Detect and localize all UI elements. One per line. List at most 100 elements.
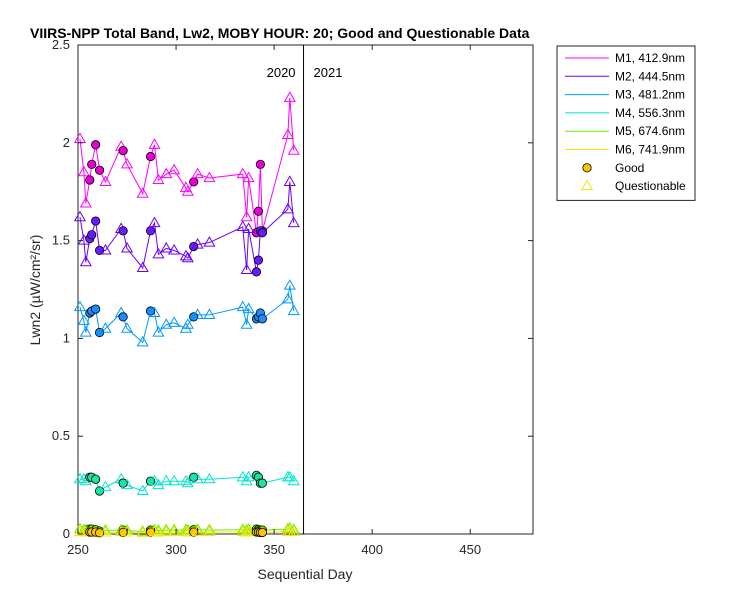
questionable-point xyxy=(120,157,134,169)
questionable-point xyxy=(181,251,194,263)
good-point xyxy=(118,146,128,156)
questionable-point xyxy=(79,326,92,337)
questionable-point xyxy=(179,249,192,261)
questionable-point xyxy=(160,318,173,329)
x-tick-label: 250 xyxy=(67,542,89,557)
legend-label: Good xyxy=(615,161,644,175)
questionable-point xyxy=(181,318,194,329)
good-point xyxy=(118,312,128,322)
questionable-point xyxy=(242,470,255,482)
y-tick-label: 1.5 xyxy=(52,233,70,248)
x-tick-label: 450 xyxy=(459,542,481,557)
questionable-point xyxy=(136,484,149,496)
questionable-point xyxy=(168,316,181,327)
questionable-point xyxy=(136,335,149,347)
questionable-point xyxy=(168,523,181,535)
questionable-point xyxy=(181,476,194,488)
y-tick-label: 2.5 xyxy=(52,37,70,52)
x-tick-label: 400 xyxy=(361,542,383,557)
good-point xyxy=(94,165,105,175)
x-tick-label: 350 xyxy=(263,542,285,557)
questionable-point xyxy=(168,243,181,255)
questionable-point xyxy=(287,144,300,155)
questionable-point xyxy=(168,525,181,537)
good-point xyxy=(253,255,264,265)
questionable-point xyxy=(152,173,165,185)
good-point xyxy=(257,314,267,324)
legend-label: M1, 412.9nm xyxy=(615,51,685,65)
questionable-point xyxy=(287,525,300,537)
good-point xyxy=(94,528,105,538)
questionable-point xyxy=(99,525,112,537)
questionable-point xyxy=(99,480,112,492)
questionable-point xyxy=(283,175,296,186)
questionable-point xyxy=(181,185,194,196)
questionable-point xyxy=(79,255,92,267)
questionable-point xyxy=(168,474,181,486)
questionable-point xyxy=(281,202,294,214)
questionable-point xyxy=(191,238,204,249)
good-point xyxy=(257,228,267,238)
questionable-point xyxy=(120,322,134,333)
good-point xyxy=(255,159,265,169)
questionable-point xyxy=(99,175,112,186)
questionable-point xyxy=(148,474,161,486)
questionable-point xyxy=(191,167,204,179)
good-point xyxy=(145,226,156,236)
questionable-point xyxy=(77,165,90,177)
plot-area xyxy=(77,44,534,535)
questionable-point xyxy=(287,216,300,228)
questionable-point xyxy=(283,91,296,102)
legend-box xyxy=(556,45,696,201)
good-point xyxy=(87,230,97,240)
questionable-point xyxy=(160,241,173,253)
good-point xyxy=(91,216,101,226)
x-axis-label: Sequential Day xyxy=(258,566,353,582)
questionable-point xyxy=(99,523,112,535)
questionable-point xyxy=(179,474,192,486)
chart-title: VIIRS-NPP Total Band, Lw2, MOBY HOUR: 20… xyxy=(30,25,530,41)
questionable-point xyxy=(236,300,249,312)
questionable-point xyxy=(240,210,253,222)
questionable-point xyxy=(120,478,134,490)
questionable-point xyxy=(136,261,149,273)
questionable-point xyxy=(99,322,112,333)
questionable-point xyxy=(203,236,216,247)
questionable-point xyxy=(242,302,255,314)
questionable-point xyxy=(73,300,87,312)
questionable-point xyxy=(281,128,294,140)
questionable-point xyxy=(242,222,255,233)
questionable-point xyxy=(242,171,255,183)
questionable-point xyxy=(77,314,90,325)
questionable-point xyxy=(283,279,296,290)
questionable-point xyxy=(236,220,249,231)
good-point xyxy=(145,151,156,162)
questionable-point xyxy=(73,210,87,222)
questionable-point xyxy=(287,304,300,316)
legend-label: M3, 481.2nm xyxy=(615,88,685,102)
questionable-point xyxy=(120,241,134,253)
good-point xyxy=(251,267,262,277)
questionable-point xyxy=(99,243,112,255)
y-tick-label: 1 xyxy=(63,330,70,345)
questionable-point xyxy=(152,247,165,259)
questionable-point xyxy=(240,318,253,329)
good-point xyxy=(189,177,199,187)
questionable-point xyxy=(160,474,173,486)
good-point xyxy=(118,226,128,236)
good-point xyxy=(85,175,95,185)
good-point xyxy=(91,304,101,314)
legend-good-marker xyxy=(582,163,592,173)
legend-label: M6, 741.9nm xyxy=(615,143,685,157)
legend-questionable-marker xyxy=(580,179,594,191)
questionable-point xyxy=(283,470,296,482)
questionable-point xyxy=(236,167,249,179)
y-tick-label: 2 xyxy=(63,135,70,150)
questionable-point xyxy=(160,523,173,535)
legend-label: M2, 444.5nm xyxy=(615,69,685,83)
questionable-point xyxy=(240,263,253,275)
good-point xyxy=(91,140,101,150)
good-point xyxy=(257,478,267,488)
questionable-point xyxy=(136,187,149,198)
